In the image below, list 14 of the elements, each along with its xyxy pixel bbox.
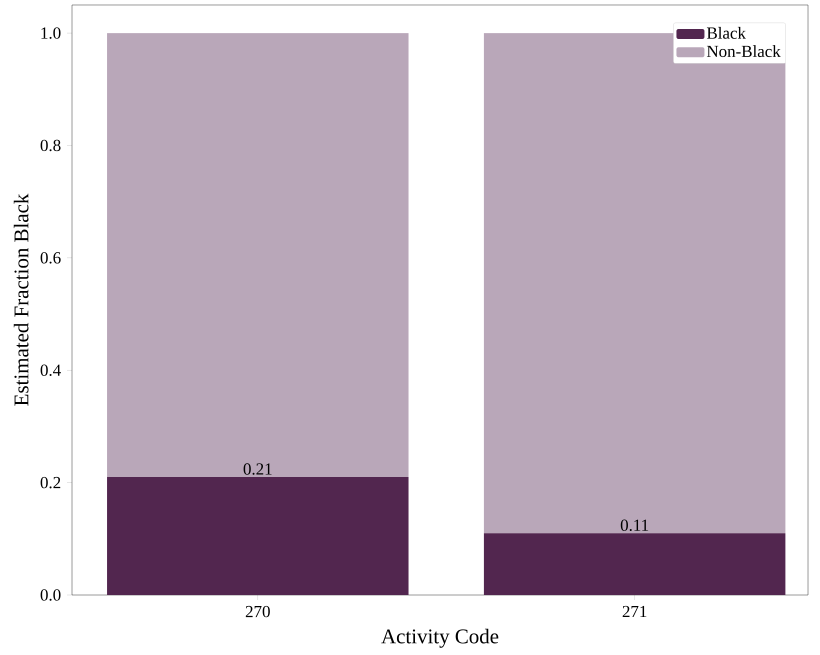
x-axis-title: Activity Code: [381, 628, 498, 648]
y-tick-label: 1.0: [41, 27, 61, 39]
y-tick-label: 0.8: [40, 140, 61, 152]
y-tick-label: 0.6: [40, 252, 61, 264]
data-label: 0.11: [620, 519, 648, 531]
x-tick-label: 270: [246, 606, 270, 618]
data-label: 0.21: [244, 463, 272, 475]
y-tick-label: 0.0: [40, 589, 61, 601]
legend-label: Non-Black: [706, 45, 781, 58]
legend-label: Black: [706, 26, 746, 39]
y-axis-title: Estimated Fraction Black: [14, 194, 28, 406]
x-tick-label: 271: [622, 606, 646, 618]
y-tick-label: 0.4: [40, 364, 61, 376]
y-tick-label: 0.2: [40, 476, 60, 488]
